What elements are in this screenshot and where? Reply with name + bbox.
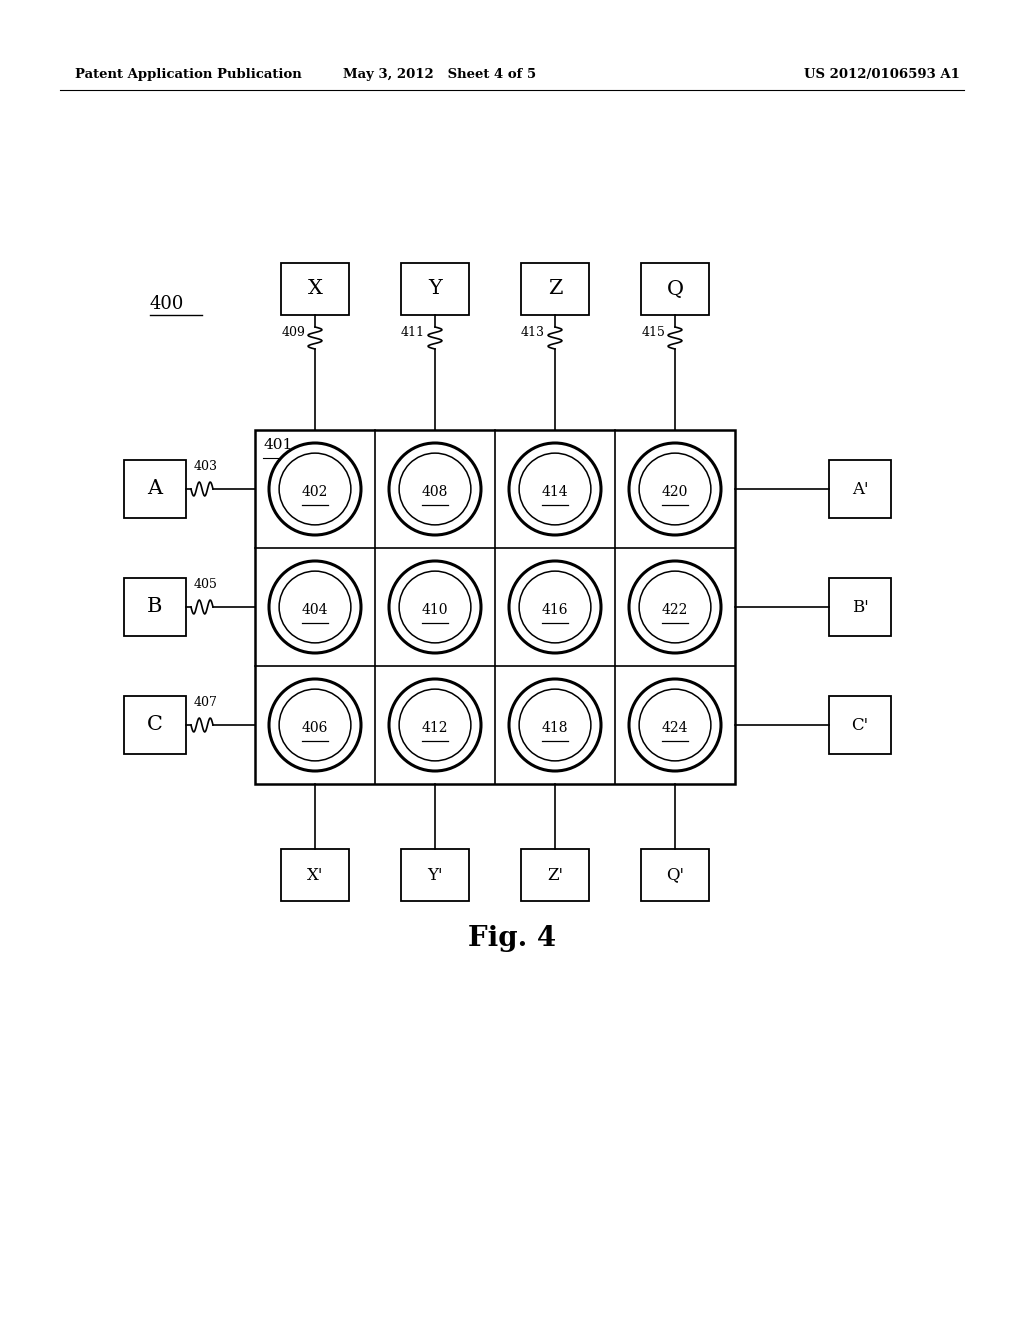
Text: 406: 406 [302,721,328,735]
Text: 416: 416 [542,603,568,616]
Text: May 3, 2012   Sheet 4 of 5: May 3, 2012 Sheet 4 of 5 [343,69,537,81]
Text: 412: 412 [422,721,449,735]
Bar [521,849,589,902]
Bar [829,459,891,517]
Text: US 2012/0106593 A1: US 2012/0106593 A1 [804,69,961,81]
Ellipse shape [399,453,471,525]
Ellipse shape [280,453,351,525]
Ellipse shape [509,444,601,535]
Text: B: B [147,598,163,616]
Text: 407: 407 [194,696,218,709]
Text: Q: Q [667,280,683,298]
Text: X: X [307,280,323,298]
Text: 400: 400 [150,294,184,313]
Bar [641,849,709,902]
Text: 402: 402 [302,484,328,499]
Bar [124,459,186,517]
Text: 411: 411 [401,326,425,339]
Ellipse shape [509,678,601,771]
Text: 409: 409 [282,326,305,339]
Text: 403: 403 [194,459,218,473]
Text: 410: 410 [422,603,449,616]
Text: 414: 414 [542,484,568,499]
Text: Y': Y' [427,866,442,883]
Text: C': C' [851,717,868,734]
Ellipse shape [639,453,711,525]
Text: Z: Z [548,280,562,298]
Ellipse shape [389,678,481,771]
Text: Y: Y [428,280,442,298]
Text: B': B' [852,598,868,615]
Text: 424: 424 [662,721,688,735]
Text: A: A [147,479,163,499]
Ellipse shape [269,561,361,653]
Text: C: C [147,715,163,734]
Ellipse shape [269,678,361,771]
Ellipse shape [509,561,601,653]
Text: 420: 420 [662,484,688,499]
Text: Patent Application Publication: Patent Application Publication [75,69,302,81]
Text: 413: 413 [521,326,545,339]
Ellipse shape [639,689,711,760]
Bar [401,263,469,315]
Ellipse shape [399,689,471,760]
Ellipse shape [389,444,481,535]
Bar [255,430,735,784]
Text: 418: 418 [542,721,568,735]
Ellipse shape [519,572,591,643]
Ellipse shape [399,572,471,643]
Text: 422: 422 [662,603,688,616]
Bar [281,849,349,902]
Bar [281,263,349,315]
Text: Fig. 4: Fig. 4 [468,925,556,953]
Text: 401: 401 [263,438,292,451]
Ellipse shape [389,561,481,653]
Bar [829,578,891,636]
Text: Q': Q' [666,866,684,883]
Ellipse shape [280,689,351,760]
Text: A': A' [852,480,868,498]
Text: 408: 408 [422,484,449,499]
Bar [641,263,709,315]
Text: X': X' [307,866,324,883]
Ellipse shape [629,678,721,771]
Ellipse shape [269,444,361,535]
Bar [401,849,469,902]
Ellipse shape [639,572,711,643]
Text: 404: 404 [302,603,329,616]
Text: Z': Z' [547,866,563,883]
Ellipse shape [629,561,721,653]
Text: 415: 415 [641,326,665,339]
Ellipse shape [280,572,351,643]
Ellipse shape [519,689,591,760]
Bar [521,263,589,315]
Bar [124,696,186,754]
Bar [124,578,186,636]
Bar [829,696,891,754]
Ellipse shape [629,444,721,535]
Text: 405: 405 [194,578,218,591]
Ellipse shape [519,453,591,525]
